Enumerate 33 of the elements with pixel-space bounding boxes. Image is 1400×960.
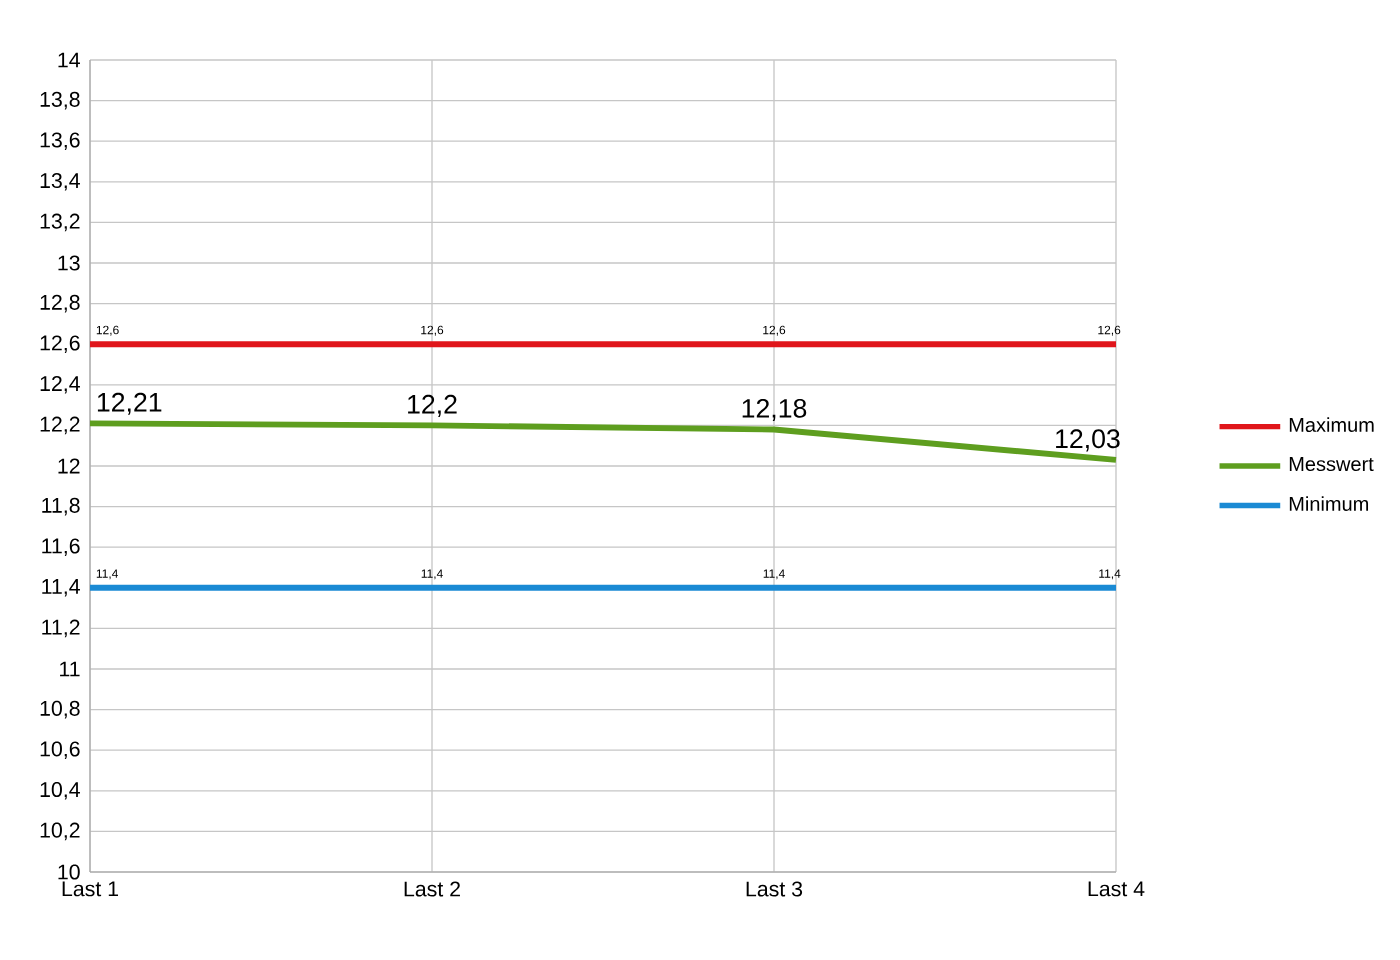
y-tick-label: 13 <box>58 255 80 271</box>
data-label: 12,21 <box>97 392 162 415</box>
x-tick-label: Last 3 <box>746 881 803 897</box>
y-tick-label: 12,6 <box>40 335 80 354</box>
y-tick-label: 10,8 <box>40 700 80 719</box>
y-tick-label: 12,4 <box>40 376 80 394</box>
y-tick-label: 11 <box>60 661 80 677</box>
data-label: 12,18 <box>742 398 807 421</box>
y-tick-label: 10,2 <box>40 822 80 841</box>
data-label: 12,03 <box>1056 429 1120 452</box>
x-tick-label: Last 4 <box>1088 881 1145 897</box>
y-tick-label: 12,2 <box>40 416 80 435</box>
y-tick-label: 13,8 <box>40 91 80 110</box>
legend-label: Maximum <box>1289 417 1374 432</box>
legend-label: Minimum <box>1289 496 1369 511</box>
x-tick-label: Last 1 <box>62 881 119 897</box>
y-tick-label: 10 <box>58 864 80 880</box>
x-tick-label: Last 2 <box>404 881 460 897</box>
y-tick-label: 13,4 <box>40 173 80 191</box>
y-tick-label: 11,8 <box>42 497 80 516</box>
y-tick-label: 10,6 <box>40 741 80 759</box>
y-tick-label: 10,4 <box>40 781 80 800</box>
y-tick-label: 12,8 <box>40 294 80 313</box>
legend-label: Messwert <box>1289 457 1374 472</box>
y-tick-label: 11,2 <box>42 619 80 638</box>
y-tick-label: 14 <box>58 52 80 68</box>
y-tick-label: 11,4 <box>42 579 80 597</box>
data-label: 12,2 <box>408 394 457 417</box>
y-tick-label: 13,6 <box>40 132 80 151</box>
y-tick-label: 11,6 <box>42 538 80 556</box>
y-tick-label: 12 <box>58 458 80 474</box>
y-tick-label: 13,2 <box>40 213 80 232</box>
line-series <box>87 420 1119 463</box>
